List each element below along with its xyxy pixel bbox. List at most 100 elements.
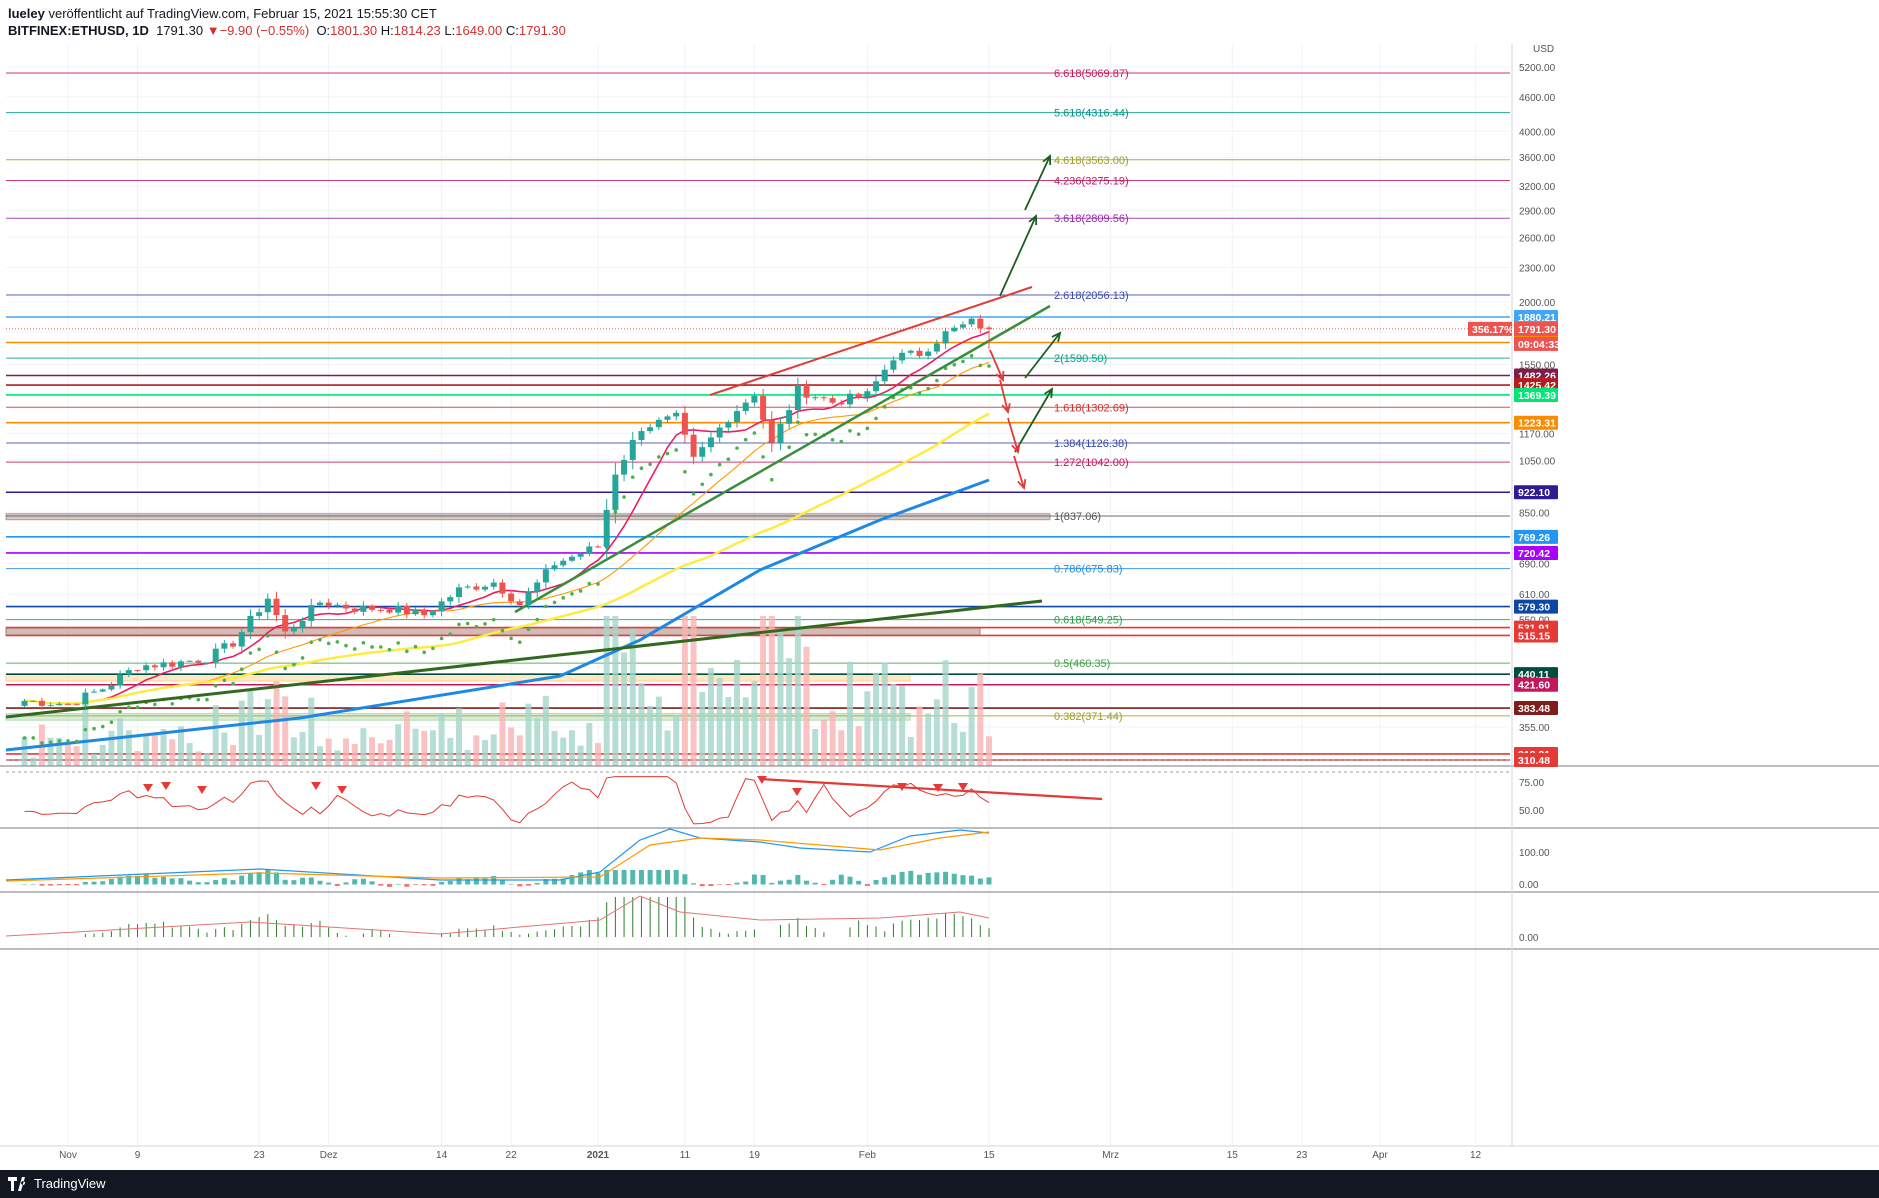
time-tick-label[interactable]: 2021 — [587, 1150, 610, 1161]
price-level-tag-text[interactable]: 579.30 — [1518, 602, 1550, 614]
price-level-tag[interactable] — [1514, 485, 1558, 500]
price-tick-label[interactable]: 690.00 — [1519, 560, 1550, 571]
time-axis[interactable]: Nov 9 23 Dez 14 22 2021 11 19 Feb 15 Mrz 15 23 Apr 12 — [0, 1145, 1879, 1161]
price-tick-label[interactable]: 2000.00 — [1519, 298, 1556, 309]
candle-body — [47, 705, 54, 707]
time-tick-label[interactable]: 23 — [254, 1150, 266, 1161]
time-tick-label[interactable]: Dez — [320, 1150, 338, 1161]
price-level-tag-text[interactable]: 720.42 — [1518, 548, 1550, 560]
macd-histogram-bar — [960, 875, 966, 885]
price-level-tag-text[interactable]: 922.10 — [1518, 487, 1550, 499]
arrow-up-target-2[interactable] — [1024, 155, 1051, 211]
price-chart[interactable]: 6.618(5069.87) 5.618(4316.44) 4.618(3563.0… — [0, 44, 1879, 1170]
price-level-tag[interactable] — [1514, 667, 1558, 682]
price-level-tag-text[interactable]: 1369.39 — [1518, 390, 1556, 402]
arrow-up-target-1-head[interactable] — [1028, 214, 1038, 226]
time-tick-label[interactable]: 15 — [1227, 1150, 1239, 1161]
price-tick-label[interactable]: 1050.00 — [1519, 456, 1556, 467]
arrow-up-target-1[interactable] — [999, 215, 1037, 297]
time-tick-label[interactable]: 22 — [506, 1150, 518, 1161]
macd-histogram-bar — [977, 878, 983, 885]
last-price-tag[interactable] — [1514, 321, 1558, 336]
symbol-name[interactable]: BITFINEX:ETHUSD, 1D — [8, 23, 149, 38]
time-tick-label[interactable]: 23 — [1296, 1150, 1308, 1161]
channel-support-trendline[interactable] — [514, 304, 1051, 614]
price-level-tag-text[interactable]: 1223.31 — [1518, 418, 1556, 430]
price-level-tag-text[interactable]: 421.60 — [1518, 680, 1550, 692]
price-level-tag-text[interactable]: 515.15 — [1518, 630, 1550, 642]
price-level-tag[interactable] — [1514, 529, 1558, 544]
arrow-up-target-2-head[interactable] — [1042, 154, 1052, 166]
arrow-up-rebound-1[interactable] — [1024, 332, 1061, 379]
price-tick-label[interactable]: 1170.00 — [1519, 430, 1555, 441]
macd-histogram-bar — [621, 870, 627, 885]
arrow-down-2-head[interactable] — [1001, 403, 1011, 415]
arrow-down-4[interactable] — [1013, 455, 1025, 489]
arrow-up-rebound-2[interactable] — [1014, 388, 1053, 453]
price-level-tag-text[interactable]: 310.48 — [1518, 755, 1550, 767]
time-tick-label[interactable]: 11 — [680, 1150, 691, 1161]
candle-body — [360, 605, 367, 612]
last-price-text: 1791.30 — [1518, 324, 1556, 336]
time-tick-label[interactable]: 15 — [983, 1150, 995, 1161]
volume-bar — [230, 745, 237, 766]
macd-histogram-bar — [317, 880, 323, 885]
price-level-tag-text[interactable]: 383.48 — [1518, 703, 1550, 715]
time-tick-label[interactable]: 9 — [135, 1150, 141, 1161]
price-level-tag[interactable] — [1514, 628, 1558, 643]
tradingview-brand[interactable]: TradingView — [34, 1176, 106, 1191]
price-level-tag[interactable] — [1514, 753, 1558, 767]
arrow-down-3[interactable] — [1007, 417, 1019, 453]
volume-bar — [73, 746, 80, 766]
arrow-up-rebound-1-head[interactable] — [1051, 331, 1062, 342]
candle-body — [351, 608, 358, 612]
price-tick-label[interactable]: 2300.00 — [1519, 263, 1556, 274]
price-tick-label[interactable]: 355.00 — [1519, 723, 1550, 734]
price-tick-label[interactable]: 4000.00 — [1519, 127, 1556, 138]
price-level-tag[interactable] — [1514, 387, 1558, 402]
price-level-tag[interactable] — [1514, 701, 1558, 716]
price-level-tag[interactable] — [1514, 309, 1558, 324]
macd-histogram-bar — [48, 884, 54, 886]
price-tick-label[interactable]: 3200.00 — [1519, 182, 1556, 193]
price-level-tag[interactable] — [1514, 545, 1558, 560]
time-tick-label[interactable]: Feb — [859, 1150, 877, 1161]
trend-lines[interactable] — [5, 286, 1051, 719]
price-tick-label[interactable]: 1550.00 — [1519, 360, 1556, 371]
high-label: H: — [380, 23, 394, 38]
price-tick-label[interactable]: 4600.00 — [1519, 93, 1556, 104]
time-tick-label[interactable]: 14 — [436, 1150, 448, 1161]
macd-tick-label: 0.00 — [1519, 880, 1539, 891]
price-level-tag[interactable] — [1514, 599, 1558, 614]
price-tick-label[interactable]: 610.00 — [1519, 590, 1550, 601]
arrow-down-1[interactable] — [989, 349, 1004, 381]
channel-resistance-trendline[interactable] — [709, 286, 1033, 396]
time-tick-label[interactable]: 19 — [749, 1150, 761, 1161]
time-tick-label[interactable]: Mrz — [1102, 1150, 1119, 1161]
price-tick-label[interactable]: 5200.00 — [1519, 63, 1556, 74]
arrow-down-4-head[interactable] — [1017, 478, 1027, 490]
price-tick-label[interactable]: 850.00 — [1519, 508, 1550, 519]
price-axis[interactable]: 5800.00 5200.00 4600.00 4000.00 3600.00 3200.… — [1468, 44, 1560, 1146]
time-tick-label[interactable]: 12 — [1470, 1150, 1482, 1161]
price-tick-label[interactable]: 5800.00 — [1519, 44, 1556, 47]
psar-dot — [153, 702, 157, 707]
price-level-tag[interactable] — [1514, 415, 1558, 430]
price-tick-label[interactable]: 2600.00 — [1519, 233, 1556, 244]
projection-arrows[interactable] — [989, 154, 1062, 490]
arrow-down-2[interactable] — [999, 379, 1009, 413]
time-tick-label[interactable]: Apr — [1372, 1150, 1388, 1161]
price-tick-label[interactable]: 3600.00 — [1519, 153, 1556, 164]
time-tick-label[interactable]: Nov — [59, 1150, 77, 1161]
arrow-up-rebound-2-head[interactable] — [1044, 387, 1054, 399]
author-name[interactable]: lueley — [8, 6, 45, 21]
price-tick-label[interactable]: 2900.00 — [1519, 206, 1556, 217]
long-support-trendline[interactable] — [5, 599, 1043, 719]
price-level-tag-text[interactable]: 1880.21 — [1518, 312, 1556, 324]
arrow-down-1-head[interactable] — [995, 370, 1005, 382]
volume-bar — [647, 706, 654, 766]
close-value: 1791.30 — [518, 23, 566, 38]
arrow-down-3-head[interactable] — [1011, 442, 1021, 454]
price-level-tag-text[interactable]: 769.26 — [1518, 532, 1550, 544]
price-level-tag[interactable] — [1514, 677, 1558, 692]
